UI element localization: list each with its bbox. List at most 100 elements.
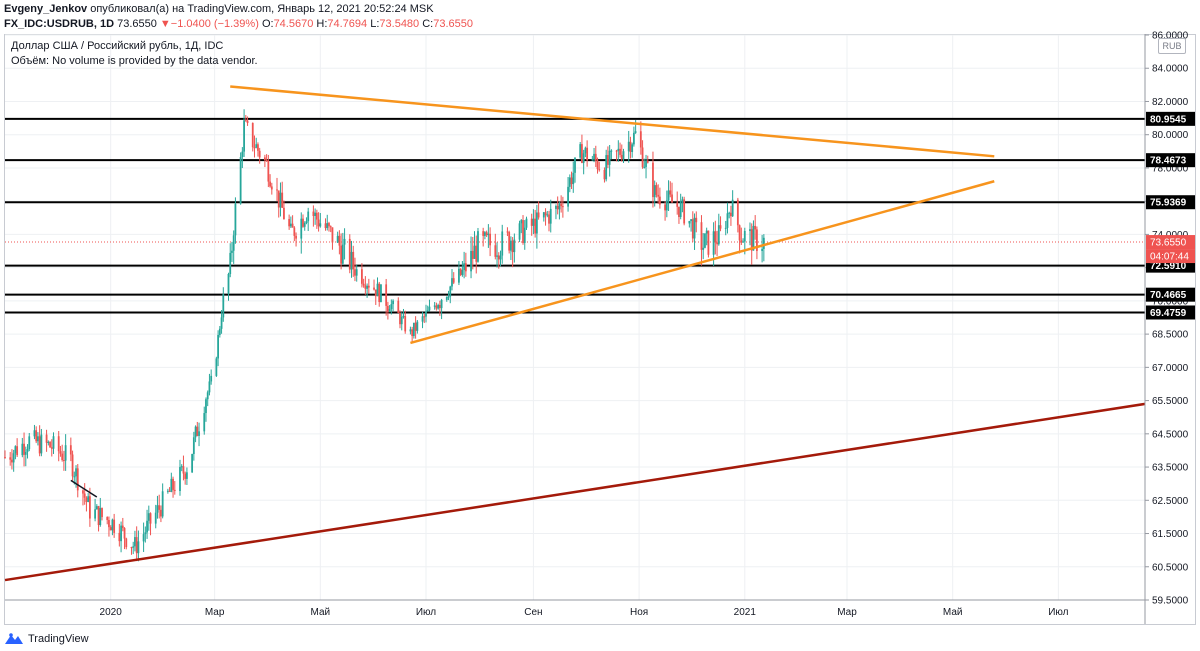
candle-body (535, 212, 538, 234)
candle-body (459, 268, 462, 275)
candle-body (494, 245, 497, 257)
candle-body (239, 156, 242, 204)
candle-body (477, 231, 479, 262)
currency-badge[interactable]: RUB (1158, 38, 1186, 54)
candle-body (376, 283, 379, 297)
candle-body (205, 399, 207, 414)
trendline (70, 479, 98, 498)
candle-body (106, 517, 109, 521)
candle-body (400, 316, 403, 325)
candle-body (269, 181, 271, 187)
horizontal-levels (5, 117, 1145, 314)
candle-body (399, 313, 401, 325)
y-tick-label: 61.5000 (1152, 529, 1189, 540)
footer-brand[interactable]: TradingView (28, 633, 89, 645)
candle-body (513, 239, 516, 253)
candle-body (246, 120, 249, 123)
candle-body (629, 141, 632, 153)
candle-body (497, 255, 500, 260)
candle-body (620, 154, 623, 160)
candle-body (69, 445, 72, 455)
candle-body (206, 392, 209, 400)
candle-body (558, 203, 561, 210)
x-tick-label: Сен (524, 607, 542, 618)
candle-body (47, 442, 50, 444)
trendline (4, 402, 1146, 582)
candle-body (397, 300, 400, 314)
level-label: 75.9369 (1150, 198, 1187, 209)
candle-body (283, 207, 285, 220)
candle-body (146, 520, 148, 533)
candle-body (579, 144, 582, 158)
candle-body (496, 255, 498, 257)
y-tick-label: 80.0000 (1152, 130, 1189, 141)
candle-body (520, 220, 523, 224)
candle-body (653, 185, 656, 198)
candle-body (568, 177, 571, 187)
candle-body (123, 528, 126, 539)
candle-body (712, 231, 715, 255)
candle-body (719, 225, 722, 229)
publication-header: Evgeny_Jenkov опубликовал(а) на TradingV… (0, 0, 1200, 34)
candle-body (582, 153, 585, 163)
candle-body (331, 227, 334, 243)
candle-body (548, 214, 550, 224)
candle-body (348, 238, 351, 270)
candle-body (643, 166, 646, 168)
y-tick-label: 60.5000 (1152, 562, 1189, 573)
candle-body (97, 506, 100, 526)
candle-body (584, 147, 587, 154)
publication-info: Evgeny_Jenkov опубликовал(а) на TradingV… (4, 3, 434, 15)
x-tick-label: Май (311, 607, 331, 618)
candle-body (94, 509, 96, 519)
candle-body (482, 231, 485, 236)
y-tick-label: 68.5000 (1152, 330, 1189, 341)
candle-body (23, 443, 25, 455)
candle-body (664, 204, 666, 211)
candle-body (120, 525, 122, 542)
candle-body (244, 120, 247, 122)
y-tick-label: 64.5000 (1152, 429, 1189, 440)
candle-body (231, 250, 233, 253)
candle-body (452, 278, 455, 283)
candle-body (154, 512, 157, 524)
candle-body (532, 218, 535, 226)
countdown-bg (1146, 249, 1195, 264)
candle-body (705, 230, 708, 234)
candle-body (293, 227, 296, 236)
candle-body (542, 212, 545, 218)
candle-body (534, 218, 537, 234)
candle-body (596, 160, 599, 170)
candle-body (142, 534, 145, 542)
author-name[interactable]: Evgeny_Jenkov (4, 3, 88, 15)
candle-body (447, 296, 450, 298)
candle-body (326, 223, 329, 229)
candle-body (305, 221, 308, 223)
candle-body (702, 247, 705, 250)
candle-body (279, 192, 282, 208)
candle-body (215, 358, 218, 376)
candle-body (314, 212, 317, 216)
candle-body (522, 220, 524, 243)
y-tick-label: 70.0000 (1152, 296, 1189, 307)
level-label: 69.4759 (1150, 308, 1187, 319)
candle-body (509, 240, 512, 251)
candle-body (633, 132, 635, 145)
candle-body (170, 478, 173, 492)
candle-body (173, 489, 176, 492)
candle-body (581, 144, 583, 163)
candle-body (45, 434, 48, 443)
candle-body (622, 151, 625, 160)
candle-body (471, 250, 474, 259)
tradingview-logo-icon[interactable] (4, 632, 24, 646)
candle-body (473, 245, 476, 259)
candle-body (71, 454, 74, 477)
close-label: C: (422, 18, 434, 30)
candle-body (227, 273, 230, 294)
candle-body (386, 305, 389, 312)
level-label: 72.5910 (1150, 261, 1187, 272)
level-label-bg (1146, 195, 1195, 210)
candle-body (341, 244, 344, 264)
candle-body (484, 232, 486, 236)
